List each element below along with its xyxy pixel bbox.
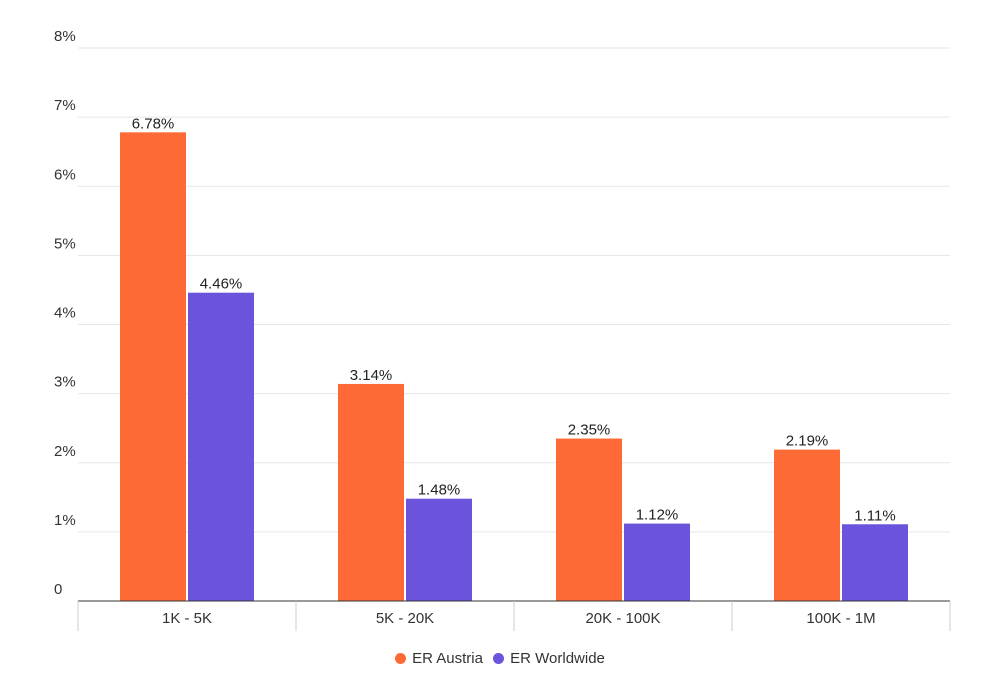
data-label: 3.14% [350, 367, 393, 384]
data-labels: 6.78% 4.46% 3.14% 1.48% 2.35% 1.12% 2.19% 1.11% [132, 115, 896, 524]
x-tick-label: 100K - 1M [806, 610, 875, 627]
data-label: 2.19% [786, 433, 829, 450]
legend-item-worldwide[interactable]: ER Worldwide [493, 650, 605, 667]
bar [120, 132, 186, 601]
bar [338, 383, 404, 601]
legend-item-austria[interactable]: ER Austria [395, 650, 483, 667]
data-label: 2.35% [568, 422, 611, 439]
legend-label-worldwide: ER Worldwide [510, 650, 605, 667]
data-label: 1.12% [636, 507, 679, 524]
y-tick-label: 3% [54, 374, 76, 391]
legend-label-austria: ER Austria [412, 650, 483, 667]
y-tick-label: 5% [54, 235, 76, 252]
bars [120, 132, 908, 601]
data-label: 1.11% [854, 507, 895, 524]
y-tick-label: 4% [54, 305, 76, 322]
bar [556, 438, 622, 601]
bar [406, 498, 472, 601]
y-tick-label: 6% [54, 166, 76, 183]
x-tick-label: 1K - 5K [162, 610, 212, 627]
data-label: 1.48% [418, 482, 461, 499]
data-label: 6.78% [132, 115, 175, 132]
y-tick-label: 1% [54, 512, 76, 529]
bar [188, 292, 254, 601]
data-label: 4.46% [200, 276, 243, 293]
y-tick-label: 2% [54, 443, 76, 460]
y-tick-label: 7% [54, 97, 76, 114]
legend: ER Austria ER Worldwide [0, 650, 1000, 668]
bar [624, 523, 690, 601]
y-tick-label: 0 [54, 581, 62, 598]
x-tick-label: 20K - 100K [585, 610, 660, 627]
x-tick-label: 5K - 20K [376, 610, 434, 627]
y-axis-tick-labels: 0 1% 2% 3% 4% 5% 6% 7% 8% [54, 28, 76, 598]
bar [774, 449, 840, 601]
legend-swatch-austria [395, 653, 407, 664]
legend-swatch-worldwide [493, 653, 505, 664]
y-tick-label: 8% [54, 28, 76, 45]
x-axis: 1K - 5K 5K - 20K 20K - 100K 100K - 1M [77, 600, 951, 631]
bar [842, 524, 908, 601]
